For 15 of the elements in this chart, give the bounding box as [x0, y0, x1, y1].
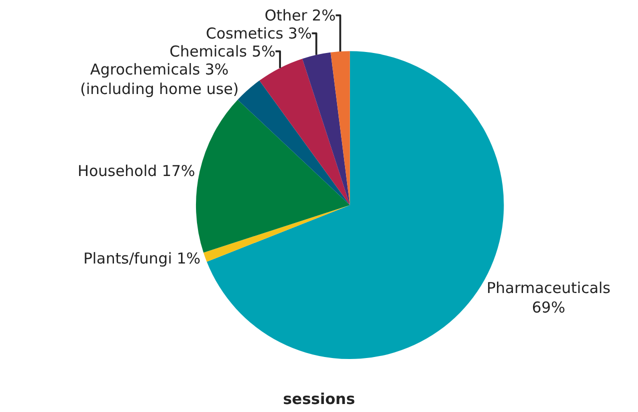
slice-label: Pharmaceuticals: [486, 278, 611, 297]
pie-slice: [302, 52, 350, 206]
slice-label: Chemicals 5%: [170, 42, 276, 60]
slice-label: Household 17%: [78, 162, 196, 180]
slice-label: Other 2%: [264, 6, 336, 24]
data-label: 69%: [532, 298, 566, 316]
pie-slice: [203, 205, 350, 262]
pie-slice: [238, 80, 350, 206]
slice-label: Cosmetics 3%: [206, 24, 312, 42]
pie-slice: [259, 58, 350, 206]
pie-slice: [330, 51, 350, 206]
slice-label: Plants/fungi 1%: [83, 249, 201, 268]
slice-label: Agrochemicals 3% (including home use): [80, 60, 239, 98]
text: sessions: [282, 390, 356, 408]
pie-slice: [196, 100, 350, 253]
